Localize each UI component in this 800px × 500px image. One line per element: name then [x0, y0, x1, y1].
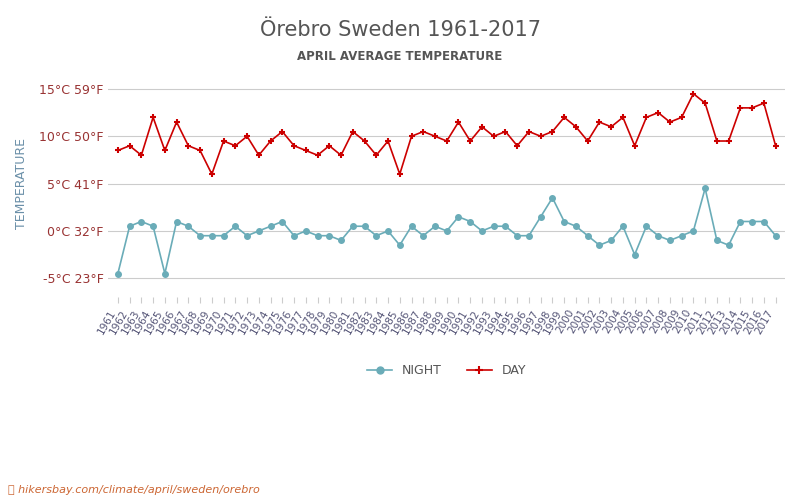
Text: Örebro Sweden 1961-2017: Örebro Sweden 1961-2017 [259, 20, 541, 40]
Legend: NIGHT, DAY: NIGHT, DAY [362, 359, 531, 382]
Text: APRIL AVERAGE TEMPERATURE: APRIL AVERAGE TEMPERATURE [298, 50, 502, 63]
Text: 📍 hikersbay.com/climate/april/sweden/orebro: 📍 hikersbay.com/climate/april/sweden/ore… [8, 485, 260, 495]
Y-axis label: TEMPERATURE: TEMPERATURE [15, 138, 28, 229]
